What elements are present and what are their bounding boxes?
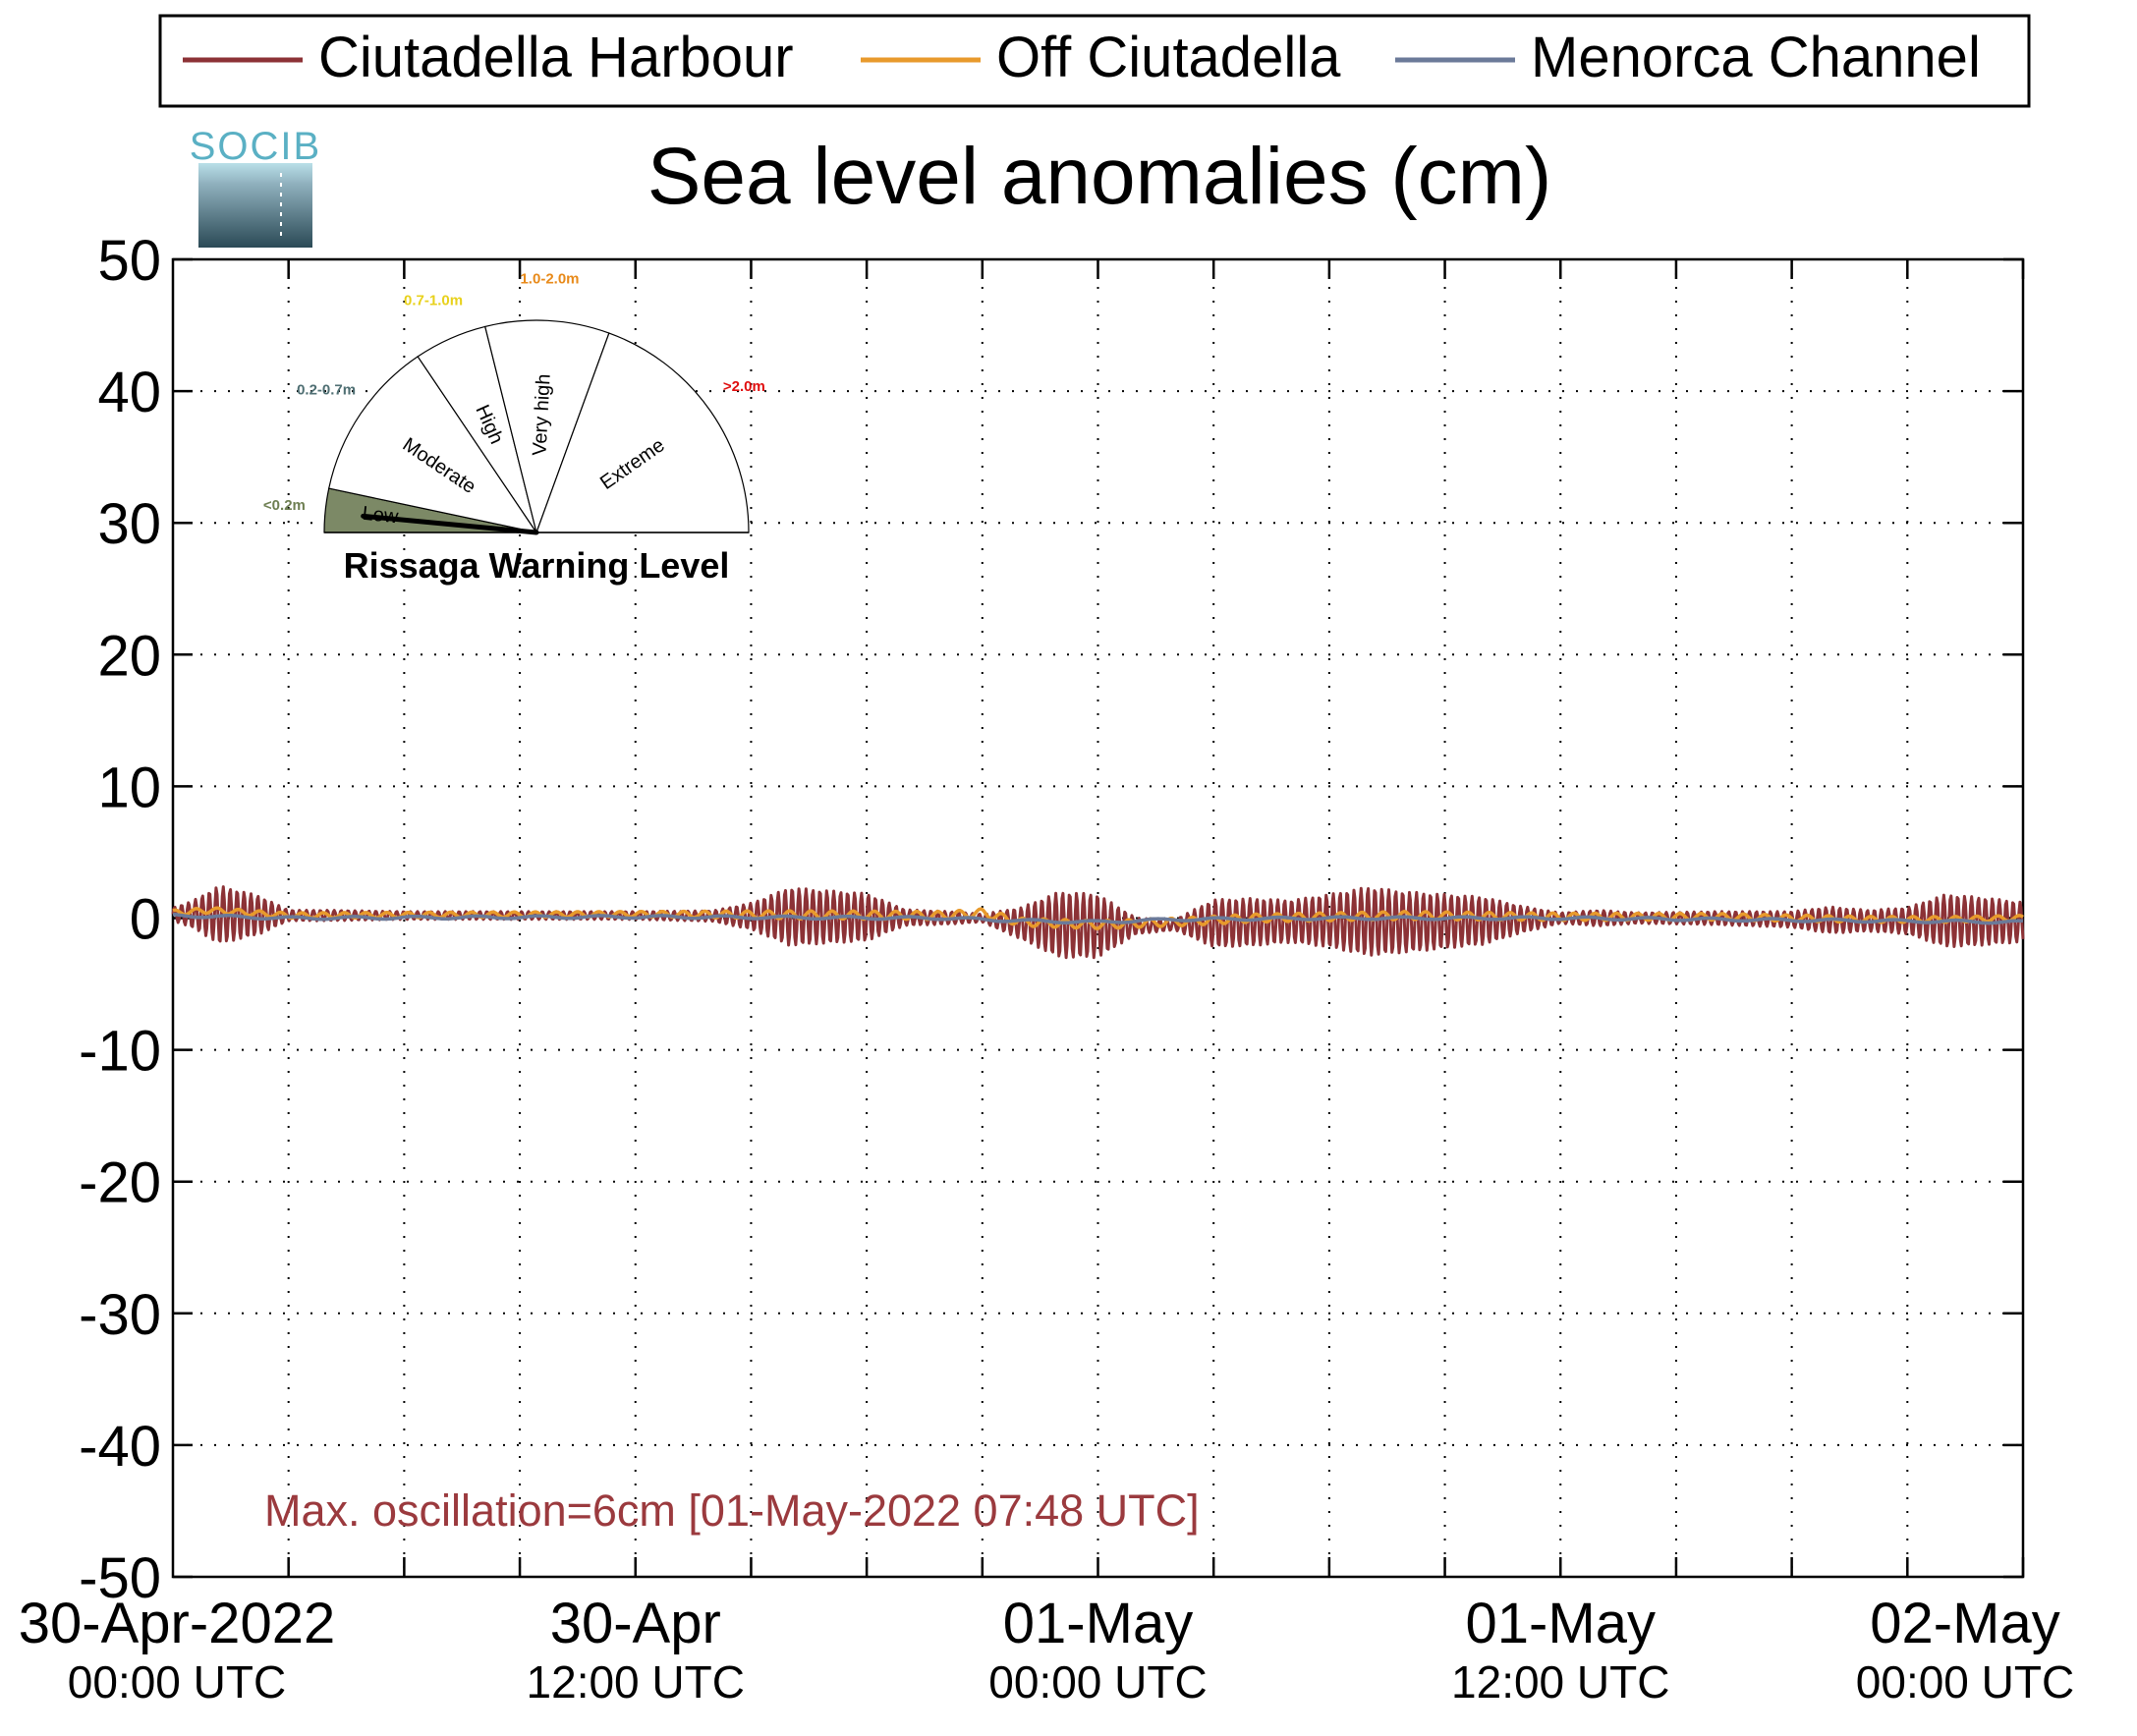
gauge-range-label: 1.0-2.0m [520, 270, 579, 287]
y-tick-label: 50 [97, 229, 161, 293]
y-tick-label: -30 [79, 1283, 161, 1347]
legend: Ciutadella Harbour Off Ciutadella Menorc… [158, 14, 2031, 108]
logo-wave-block [198, 163, 312, 248]
gauge-needle [361, 513, 539, 535]
logo-text: SOCIB [190, 125, 321, 168]
y-tick-label: 10 [97, 756, 161, 819]
legend-box [158, 14, 2031, 108]
y-tick-label: 40 [97, 361, 161, 424]
y-tick-label: -10 [79, 1020, 161, 1084]
socib-logo-icon: SOCIB [190, 125, 321, 248]
x-tick-label-date: 30-Apr-2022 [19, 1592, 335, 1655]
y-axis: 50 40 30 20 10 0 -10 -20 -30 -40 -50 [79, 229, 2023, 1610]
x-tick-label-time: 00:00 UTC [68, 1656, 286, 1708]
gauge-range-label: <0.2m [263, 497, 306, 514]
gauge-title: Rissaga Warning Level [344, 545, 730, 586]
gauge-sector-label: Very high [529, 373, 554, 456]
gauge-range-label: 0.7-1.0m [404, 292, 463, 308]
legend-label-ciutadella-harbour: Ciutadella Harbour [318, 26, 794, 89]
legend-label-off-ciutadella: Off Ciutadella [996, 26, 1341, 89]
data-series [171, 885, 2025, 960]
gauge-range-label: 0.2-0.7m [297, 382, 356, 399]
x-tick-label-date: 01-May [1003, 1592, 1193, 1655]
y-tick-label: -20 [79, 1151, 161, 1215]
x-tick-label-date: 30-Apr [550, 1592, 721, 1655]
gauge-range-label: >2.0m [723, 378, 765, 395]
x-tick-label-date: 01-May [1466, 1592, 1656, 1655]
x-tick-label-time: 00:00 UTC [988, 1656, 1207, 1708]
gauge-sector-moderate [328, 356, 538, 533]
x-tick-label-time: 12:00 UTC [527, 1656, 745, 1708]
rissaga-gauge: Rissaga Warning Level Low<0.2mModerate0.… [263, 270, 765, 586]
max-oscillation-annotation: Max. oscillation=6cm [01-May-2022 07:48 … [264, 1485, 1200, 1536]
y-tick-label: 30 [97, 492, 161, 556]
legend-label-menorca-channel: Menorca Channel [1531, 26, 1981, 89]
y-tick-label: -50 [79, 1546, 161, 1610]
series-line-ciutadella-harbour [171, 885, 2025, 960]
y-tick-label: 20 [97, 624, 161, 688]
x-tick-label-time: 12:00 UTC [1451, 1656, 1669, 1708]
series-line-menorca-channel [172, 912, 2024, 925]
x-tick-label-time: 00:00 UTC [1856, 1656, 2074, 1708]
gauge-sector-extreme [535, 332, 750, 533]
y-tick-label: -40 [79, 1415, 161, 1479]
y-tick-label: 0 [130, 888, 161, 952]
gauge-sector-very-high [484, 319, 610, 535]
chart-title: Sea level anomalies (cm) [647, 132, 1552, 221]
x-tick-label-date: 02-May [1870, 1592, 2059, 1655]
